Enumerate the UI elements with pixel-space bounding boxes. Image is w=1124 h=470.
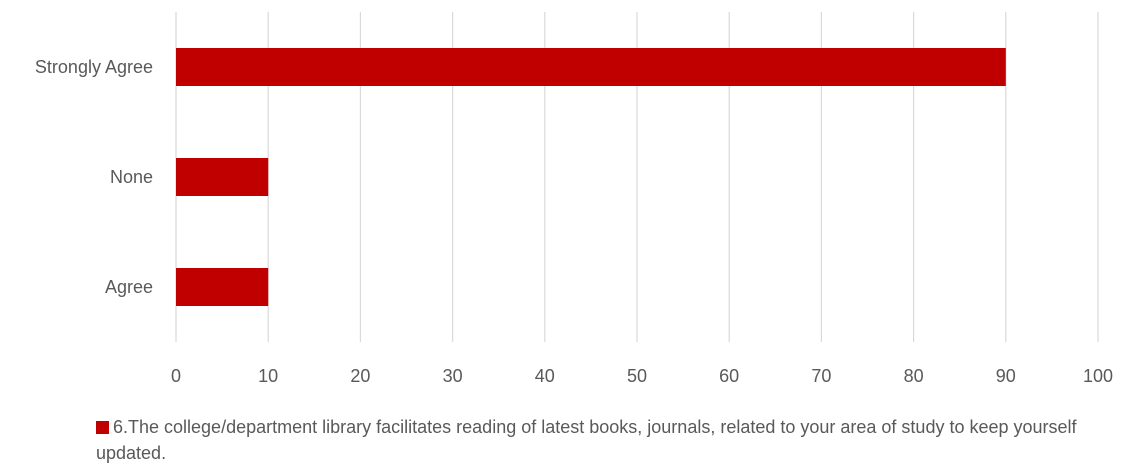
x-tick-label-40: 40: [535, 366, 555, 386]
x-tick-label-10: 10: [258, 366, 278, 386]
x-axis-tick-labels: 0 10 20 30 40 50 60 70 80 90 100: [171, 366, 1113, 386]
x-tick-label-20: 20: [350, 366, 370, 386]
x-tick-label-50: 50: [627, 366, 647, 386]
x-tick-label-60: 60: [719, 366, 739, 386]
x-tick-label-70: 70: [811, 366, 831, 386]
category-label-strongly-agree: Strongly Agree: [35, 57, 153, 77]
x-tick-label-100: 100: [1083, 366, 1113, 386]
category-labels: Strongly Agree None Agree: [35, 57, 153, 297]
category-label-agree: Agree: [105, 277, 153, 297]
legend-label: 6.The college/department library facilit…: [96, 417, 1077, 463]
legend-swatch: [96, 421, 109, 434]
category-label-none: None: [110, 167, 153, 187]
x-tick-label-0: 0: [171, 366, 181, 386]
bar-agree: [176, 268, 269, 306]
bars: [176, 48, 1006, 306]
x-tick-label-80: 80: [904, 366, 924, 386]
legend: 6.The college/department library facilit…: [96, 414, 1086, 466]
x-tick-label-90: 90: [996, 366, 1016, 386]
bar-none: [176, 158, 269, 196]
x-tick-label-30: 30: [443, 366, 463, 386]
bar-strongly-agree: [176, 48, 1006, 86]
bar-chart: Strongly Agree None Agree 0 10 20 30 40 50 60 70 8…: [35, 12, 1113, 386]
